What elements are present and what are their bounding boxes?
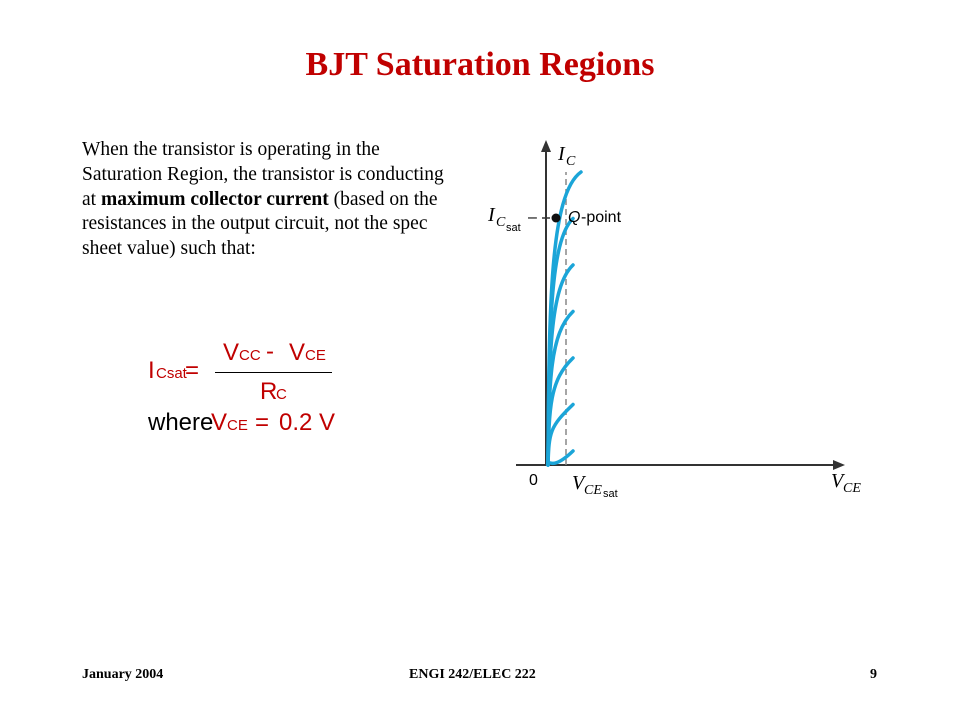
footer-date: January 2004 xyxy=(82,667,164,682)
body-text-1: When the transistor is operating in the … xyxy=(82,139,444,210)
where-eq: = xyxy=(255,409,270,436)
x-axis-label-sub: CE xyxy=(843,481,861,496)
ic-sat-label-sub2: sat xyxy=(506,222,521,234)
formula-equals: = xyxy=(185,357,200,384)
formula-den-r: R xyxy=(260,378,278,405)
footer-page: 9 xyxy=(870,667,877,682)
where-v: V xyxy=(211,409,228,436)
formula-lhs-sub: Csat xyxy=(156,365,187,382)
body-paragraph: When the transistor is operating in the … xyxy=(82,138,462,262)
vce-sat-label-sub2: sat xyxy=(603,488,618,500)
q-point-marker xyxy=(551,213,561,223)
origin-label: 0 xyxy=(529,472,538,489)
where-v-sub: CE xyxy=(227,417,248,434)
formula-num-v1-sub: CC xyxy=(239,347,261,364)
x-axis-arrow xyxy=(833,460,845,470)
formula-minus: - xyxy=(266,338,274,365)
ic-sat-label-sub1: C xyxy=(496,215,506,230)
where-value: 0.2 V xyxy=(279,409,336,436)
vce-sat-label-main: V xyxy=(572,472,587,494)
bjt-characteristic-graph: I C I C sat – Q -point 0 V CE sat V CE xyxy=(487,140,861,500)
y-axis-arrow xyxy=(541,140,551,152)
vce-sat-label-sub1: CE xyxy=(584,483,602,498)
y-axis-label-sub: C xyxy=(566,154,576,169)
y-axis-label-main: I xyxy=(557,143,566,165)
formula-lhs-i: I xyxy=(148,357,155,384)
fraction-bar xyxy=(215,372,332,373)
slide-title: BJT Saturation Regions xyxy=(305,46,655,83)
q-point-label-rest: -point xyxy=(581,209,622,226)
body-text-2: (based on the resistances in the output … xyxy=(82,188,438,260)
formula-num-v2-sub: CE xyxy=(305,347,326,364)
x-axis-label-main: V xyxy=(831,470,846,492)
formula-num-v2: V xyxy=(289,339,306,366)
ic-sat-dash: – xyxy=(528,209,537,226)
ic-sat-label-main: I xyxy=(487,204,496,226)
q-point-label-q: Q xyxy=(568,209,580,226)
footer-course: ENGI 242/ELEC 222 xyxy=(409,667,536,682)
output-curve xyxy=(546,449,575,467)
output-curve xyxy=(546,402,575,467)
body-emphasis: maximum collector current xyxy=(100,188,329,210)
output-curves xyxy=(546,170,583,467)
formula-num-v1: V xyxy=(223,339,240,366)
formula-den-r-sub: C xyxy=(276,386,287,403)
where-word: where xyxy=(148,409,214,436)
